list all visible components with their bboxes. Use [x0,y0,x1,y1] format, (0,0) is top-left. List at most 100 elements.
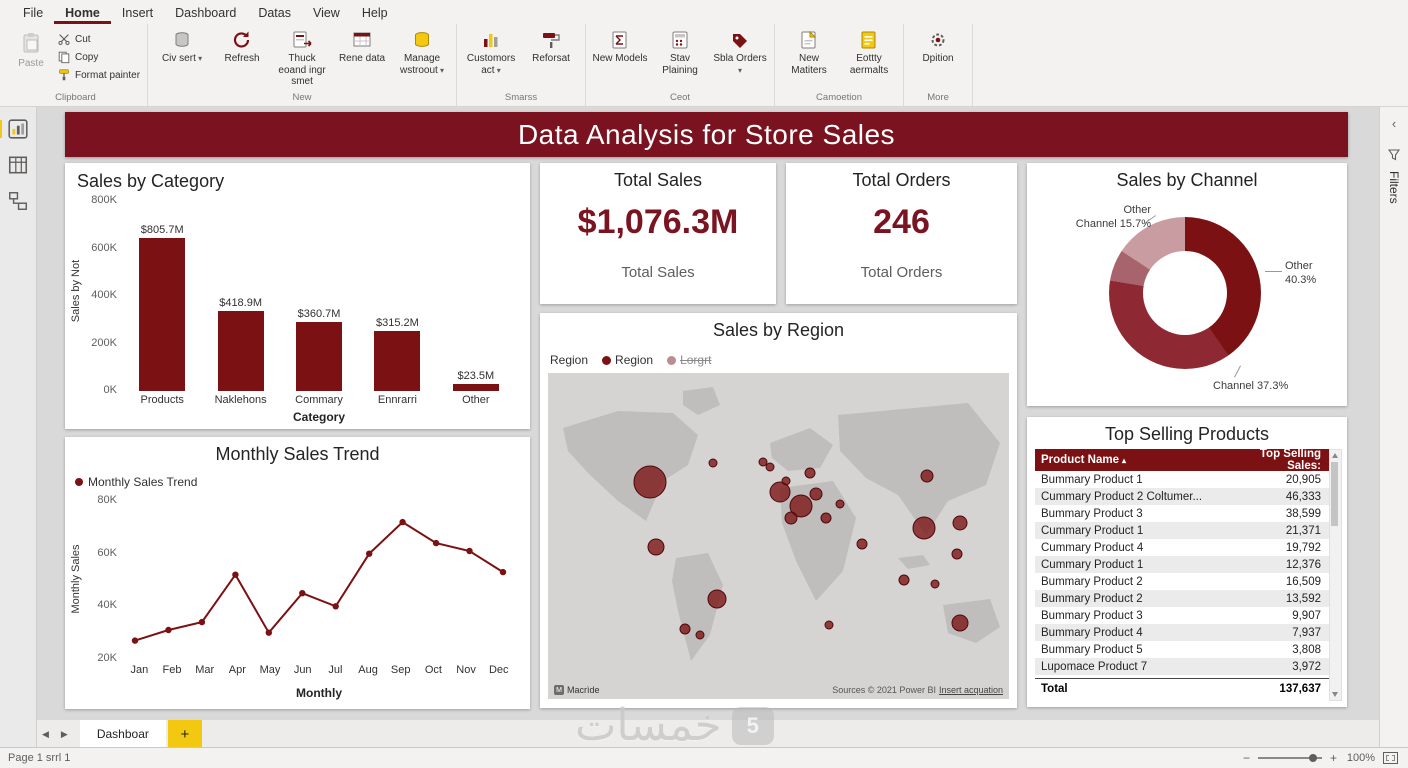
zoom-in-button[interactable]: + [1329,751,1337,765]
scrollbar-thumb[interactable] [1331,462,1338,526]
map-bubble[interactable] [758,457,768,467]
reforsat-button[interactable]: Reforsat [522,26,580,66]
tab-dashboard[interactable]: Dashboar [79,720,166,748]
cut-button[interactable]: Cut [57,32,140,46]
map-bubble[interactable] [695,630,705,640]
menu-view[interactable]: View [312,5,340,20]
rene-data-button[interactable]: Rene data [333,26,391,66]
map-bubble[interactable] [951,614,969,632]
menu-insert[interactable]: Insert [121,5,154,20]
data-point-apr[interactable] [232,571,239,578]
data-point-dec[interactable] [499,568,507,576]
legend-item-lorgrt[interactable]: Lorgrt [667,353,711,367]
scroll-up-icon[interactable] [1332,453,1338,458]
menu-dashboard[interactable]: Dashboard [175,5,237,20]
table-row[interactable]: Bummary Product 4 7,937 [1035,624,1329,641]
data-point-mar[interactable] [198,618,206,626]
copy-button[interactable]: Copy [57,50,140,64]
map-bubble[interactable] [765,462,775,472]
column-header-sales[interactable]: Top Selling Sales: [1259,448,1321,472]
top-selling-products-table[interactable]: Top Selling Products Product Name ▴ Top S… [1027,417,1347,707]
data-point-aug[interactable] [366,550,373,557]
paste-button[interactable]: Paste [9,26,53,71]
map-bubble[interactable] [647,538,665,556]
next-page-icon[interactable]: ▶ [60,728,68,739]
thuck-eoand-ingr-smet-button[interactable]: Thuck eoand ingr smet [273,26,331,89]
map-bubble[interactable] [835,499,845,509]
data-point-nov[interactable] [466,547,473,555]
format-painter-button[interactable]: Format painter [57,68,140,82]
sbla-orders-button[interactable]: Sbla Orders ▾ [711,26,769,77]
sales-by-category-chart[interactable]: Sales by Category Sales by Not $805.7M $4… [65,163,530,429]
sales-by-region-map[interactable]: Sales by Region Region Region Lorgrt M [540,313,1017,708]
map-bubble[interactable] [789,494,813,518]
dpition-button[interactable]: Dpition [909,26,967,66]
refresh-button[interactable]: Refresh [213,26,271,66]
stav-plaining-button[interactable]: Stav Plaining [651,26,709,77]
sidebar-data-view-button[interactable] [7,154,29,176]
table-row[interactable]: Cummary Product 1 21,371 [1035,522,1329,539]
map-bubble[interactable] [898,574,910,586]
map-bubble[interactable] [920,469,934,483]
map-bubble[interactable] [633,465,667,499]
table-row[interactable]: Bummary Product 3 38,599 [1035,505,1329,522]
menu-datas[interactable]: Datas [258,5,291,20]
zoom-slider-thumb[interactable] [1309,754,1318,762]
menu-file[interactable]: File [23,5,44,20]
map-attribution-link[interactable]: Insert acquation [938,685,1003,695]
new-models-button[interactable]: New Models [591,26,649,66]
table-row[interactable]: Bummary Product 2 13,592 [1035,590,1329,607]
zoom-out-button[interactable]: − [1242,751,1250,765]
map-bubble[interactable] [769,481,791,503]
table-scrollbar[interactable] [1329,449,1342,701]
donut-chart[interactable] [1109,217,1261,369]
table-row[interactable]: Cummary Product 2 Coltumer... 46,333 [1035,488,1329,505]
bar-other[interactable] [452,384,499,391]
map-bubble[interactable] [804,467,816,479]
map-bubble[interactable] [707,589,727,609]
civ-sert-button[interactable]: Civ sert ▾ [153,26,211,66]
new-matiters-button[interactable]: New Matiters [780,26,838,77]
customors-act-button[interactable]: Customors act ▾ [462,26,520,77]
eottty-aermalts-button[interactable]: Eottty aermalts [840,26,898,77]
map-bubble[interactable] [952,515,968,531]
sales-by-channel-chart[interactable]: Sales by Channel Other Channel 15.7% Oth… [1027,163,1347,406]
legend-item-region[interactable]: Region [602,353,653,367]
map-bubble[interactable] [930,579,940,589]
total-sales-card[interactable]: Total Sales $1,076.3M Total Sales [540,163,776,304]
table-row[interactable]: Lupomace Product 7 3,972 [1035,658,1329,675]
scroll-down-icon[interactable] [1332,692,1338,697]
map-bubble[interactable] [824,620,834,630]
zoom-slider[interactable] [1257,754,1322,762]
monthly-sales-trend-chart[interactable]: Monthly Sales Trend Monthly Sales Trend … [65,437,530,709]
data-point-may[interactable] [265,629,272,636]
sidebar-model-view-button[interactable] [7,190,29,212]
bar-products[interactable] [139,238,186,391]
total-orders-card[interactable]: Total Orders 246 Total Orders [786,163,1017,304]
column-header-product-name[interactable]: Product Name ▴ [1041,454,1126,466]
fit-to-page-icon[interactable] [1383,752,1398,764]
filters-panel[interactable]: ‹ Filters [1379,106,1408,748]
bar-ennrarri[interactable] [374,331,421,391]
map-bubble[interactable] [912,516,936,540]
map-bubble[interactable] [679,623,691,635]
map-area[interactable]: M Macrìde Sources © 2021 Power BI Insert … [548,373,1009,699]
add-page-button[interactable]: + [167,720,202,748]
manage-wstroout-button[interactable]: Manage wstroout ▾ [393,26,451,77]
table-header[interactable]: Product Name ▴ Top Selling Sales: [1035,448,1329,472]
table-row[interactable]: Bummary Product 3 9,907 [1035,607,1329,624]
data-point-sep[interactable] [399,518,406,526]
map-bubble[interactable] [856,538,868,550]
data-point-jul[interactable] [332,603,339,610]
map-bubble[interactable] [951,548,963,560]
map-bubble[interactable] [820,512,832,524]
menu-home[interactable]: Home [54,0,111,24]
table-row[interactable]: Bummary Product 5 3,808 [1035,641,1329,658]
table-row[interactable]: Bummary Product 1 20,905 [1035,471,1329,488]
data-point-jan[interactable] [131,637,139,644]
sidebar-report-view-button[interactable] [0,118,29,140]
bar-naklehons[interactable] [217,311,264,391]
bar-commary[interactable] [296,322,343,391]
map-bubble[interactable] [781,476,791,486]
data-point-feb[interactable] [165,626,172,634]
